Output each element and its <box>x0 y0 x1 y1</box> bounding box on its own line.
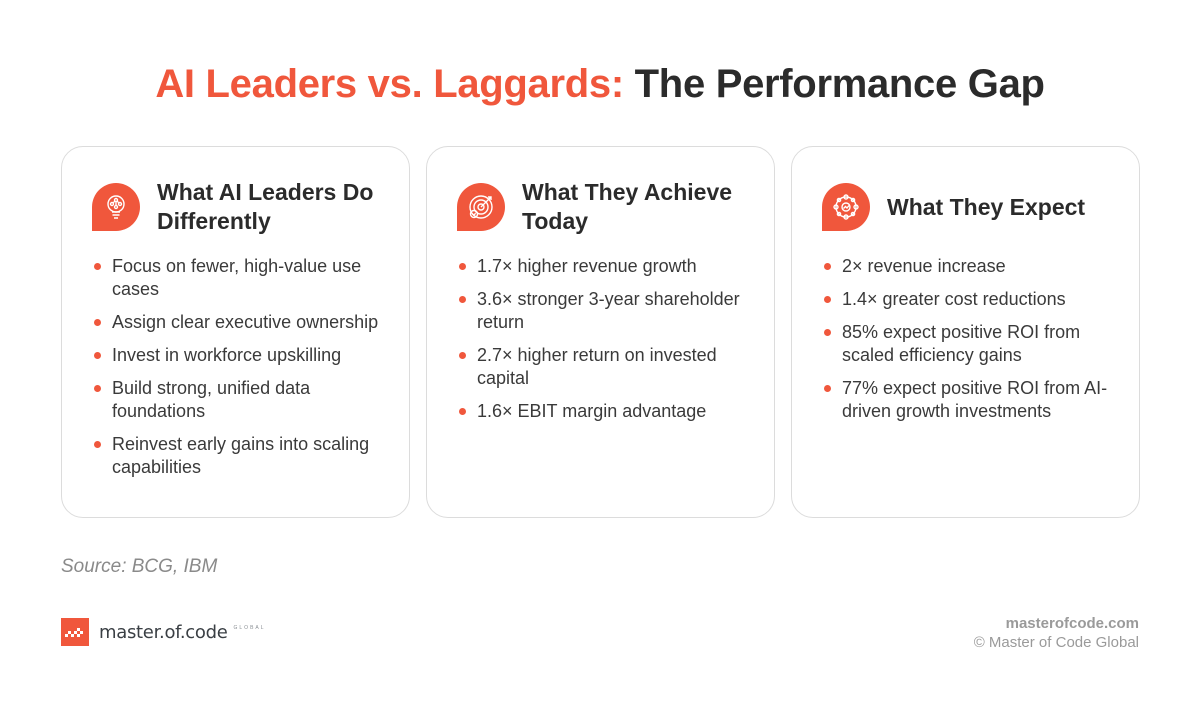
list-item: 1.7× higher revenue growth <box>457 255 746 278</box>
list-item: 2.7× higher return on invested capital <box>457 344 746 390</box>
logo-subtext: GLOBAL <box>233 625 266 631</box>
card-achieve-today: What They Achieve Today 1.7× higher reve… <box>426 146 775 518</box>
card-title: What AI Leaders Do Differently <box>157 179 374 234</box>
list-item: Invest in workforce upskilling <box>92 344 381 367</box>
logo-mark-icon <box>61 618 89 646</box>
title-rest: The Performance Gap <box>623 62 1045 106</box>
bullet-list: Focus on fewer, high-value use cases Ass… <box>92 255 381 479</box>
page-title: AI Leaders vs. Laggards: The Performance… <box>0 62 1200 107</box>
list-item: 85% expect positive ROI from scaled effi… <box>822 321 1111 367</box>
bullet-list: 2× revenue increase 1.4× greater cost re… <box>822 255 1111 423</box>
list-item: 77% expect positive ROI from AI-driven g… <box>822 377 1111 423</box>
card-leaders-differently: What AI Leaders Do Differently Focus on … <box>61 146 410 518</box>
card-title: What They Achieve Today <box>522 179 733 234</box>
card-header: What They Achieve Today <box>457 177 746 237</box>
copyright: © Master of Code Global <box>973 634 1139 651</box>
list-item: 2× revenue increase <box>822 255 1111 278</box>
list-item: 1.6× EBIT margin advantage <box>457 400 746 423</box>
list-item: Build strong, unified data foundations <box>92 377 381 423</box>
bullet-list: 1.7× higher revenue growth 3.6× stronger… <box>457 255 746 423</box>
title-accent: AI Leaders vs. Laggards: <box>155 62 624 106</box>
site-url: masterofcode.com <box>1005 615 1139 632</box>
list-item: 1.4× greater cost reductions <box>822 288 1111 311</box>
card-expect: What They Expect 2× revenue increase 1.4… <box>791 146 1140 518</box>
card-header: What AI Leaders Do Differently <box>92 177 381 237</box>
card-title: What They Expect <box>887 193 1086 220</box>
list-item: Focus on fewer, high-value use cases <box>92 255 381 301</box>
logo-text: master.of.code <box>99 621 228 643</box>
footer-credits: masterofcode.com © Master of Code Global <box>974 614 1139 652</box>
card-header: What They Expect <box>822 177 1111 237</box>
lightbulb-network-icon <box>92 183 140 231</box>
cards-row: What AI Leaders Do Differently Focus on … <box>61 146 1140 518</box>
list-item: Assign clear executive ownership <box>92 311 381 334</box>
brand-logo: master.of.code GLOBAL <box>61 618 266 646</box>
growth-network-icon <box>822 183 870 231</box>
target-arrow-icon <box>457 183 505 231</box>
list-item: Reinvest early gains into scaling capabi… <box>92 433 381 479</box>
source-note: Source: BCG, IBM <box>61 556 218 577</box>
list-item: 3.6× stronger 3-year shareholder return <box>457 288 746 334</box>
